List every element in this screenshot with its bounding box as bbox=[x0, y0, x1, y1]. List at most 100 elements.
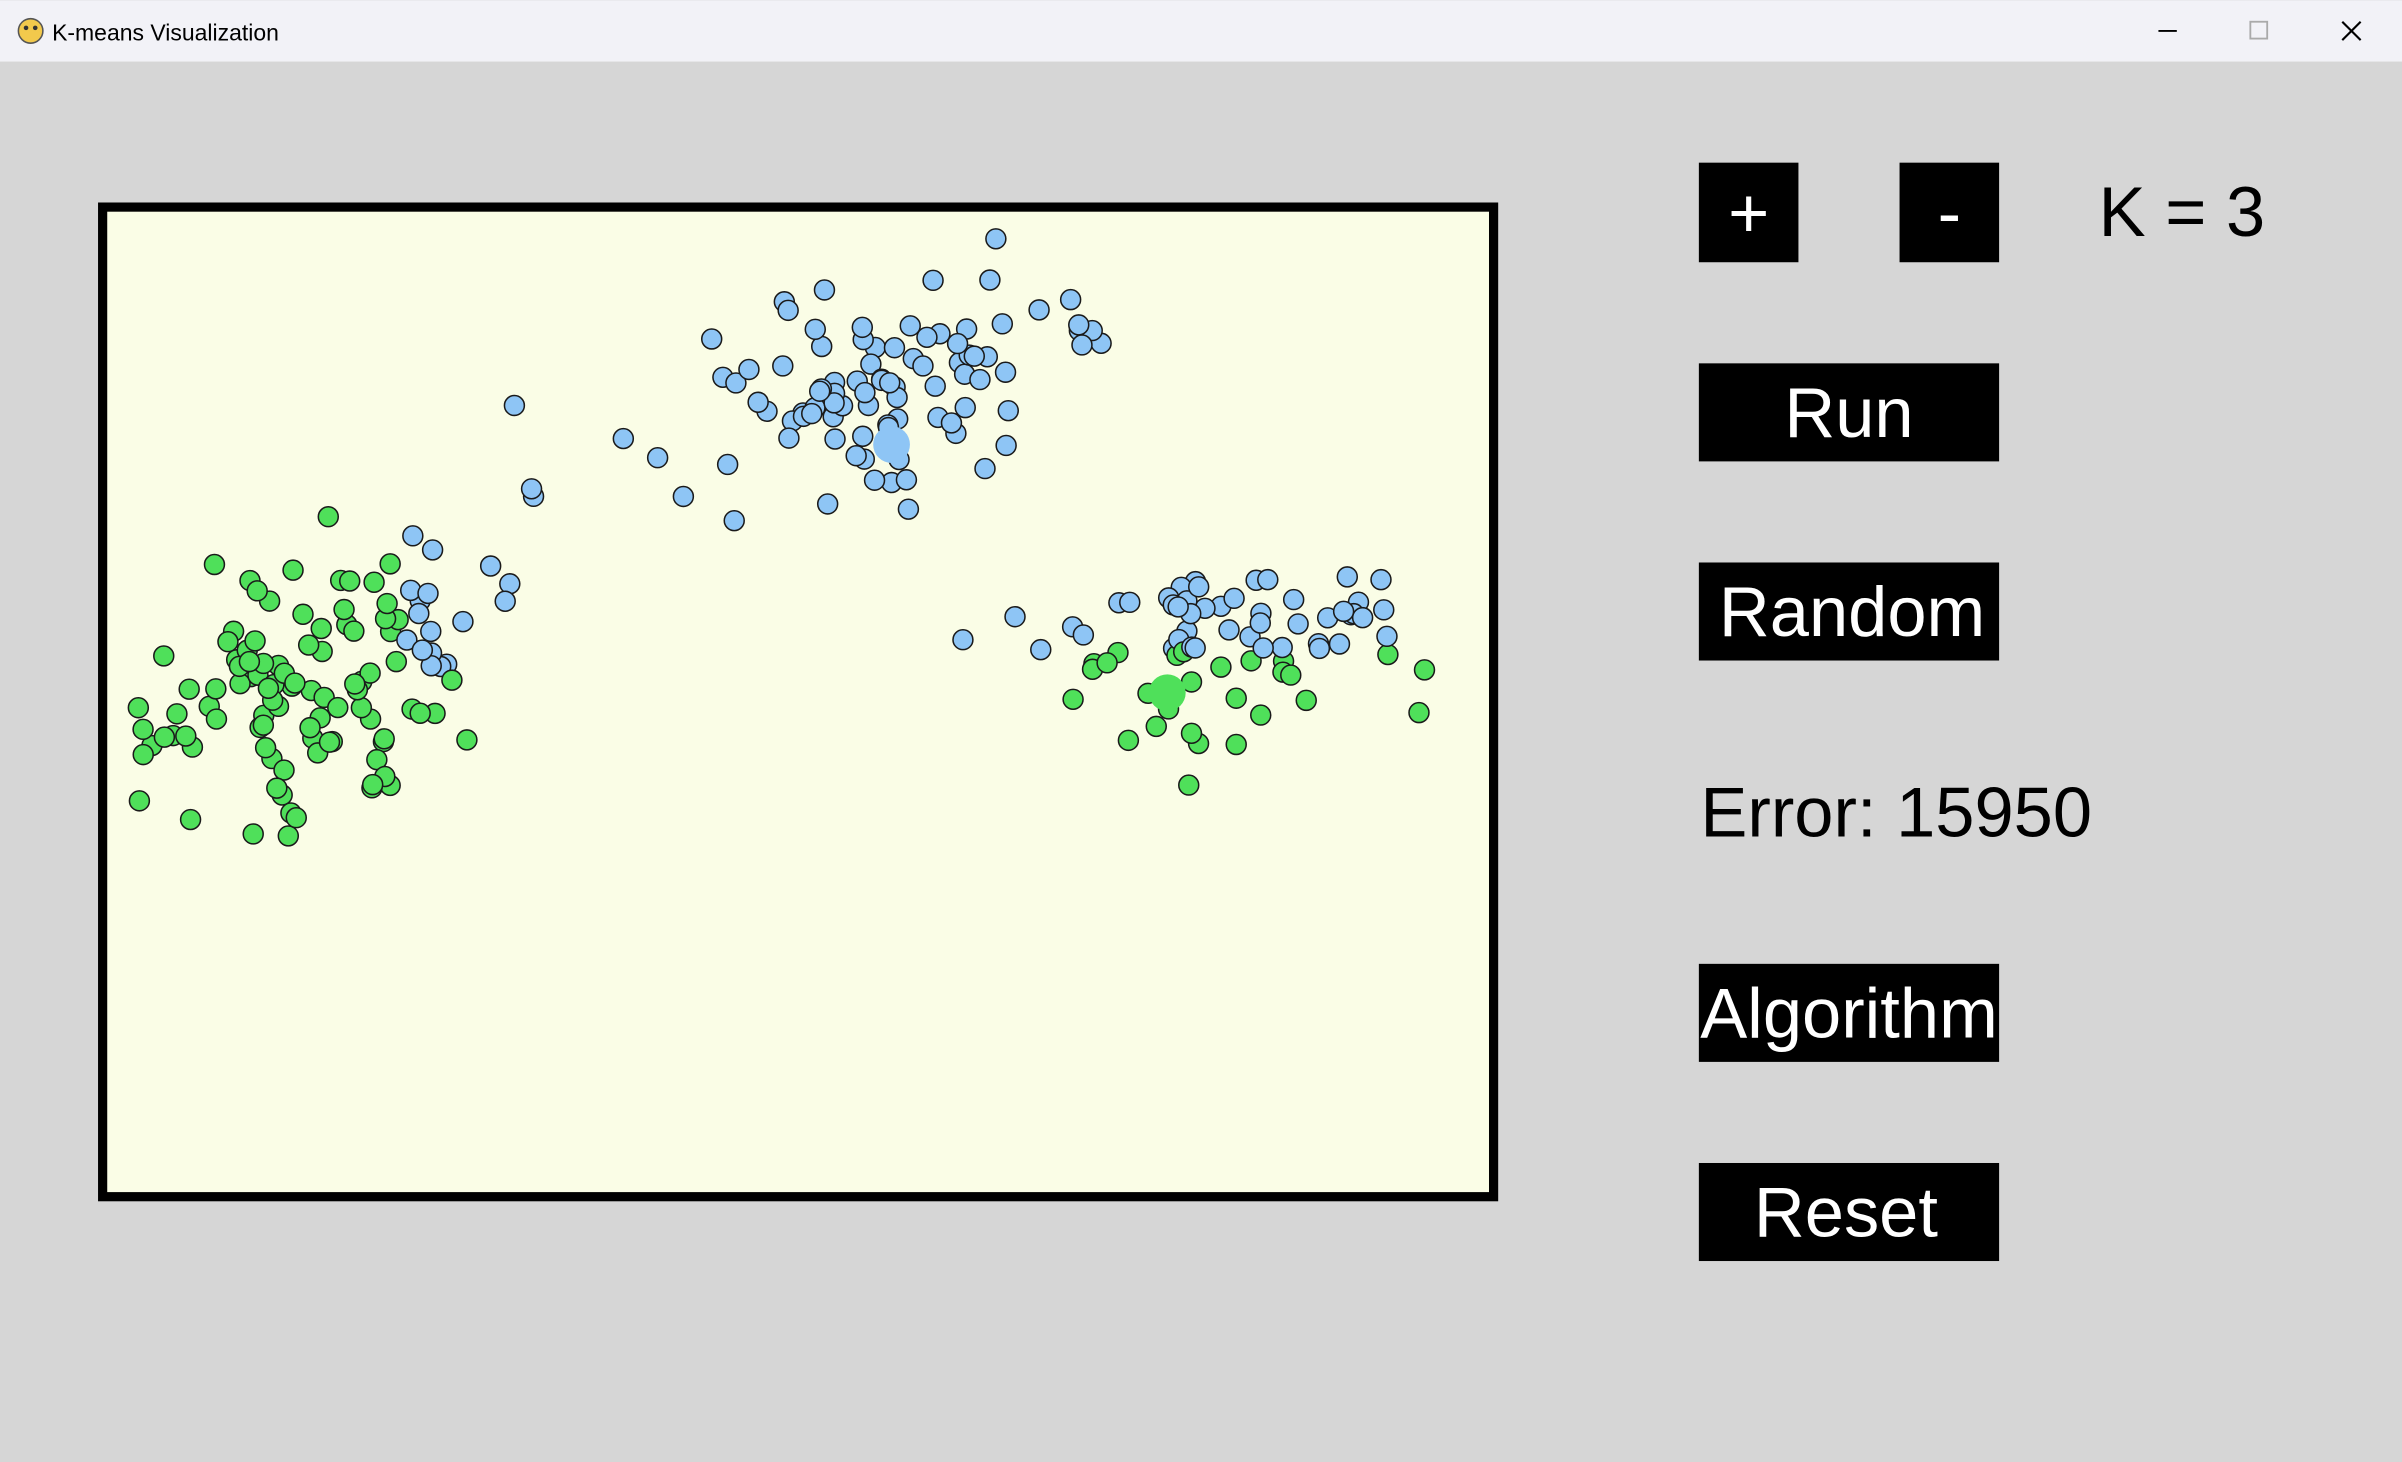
data-point bbox=[1280, 664, 1302, 686]
error-label: Error: 15950 bbox=[1700, 773, 2092, 852]
run-label: Run bbox=[1784, 373, 1913, 452]
data-point bbox=[1373, 599, 1395, 621]
data-point bbox=[1218, 619, 1240, 641]
points bbox=[127, 228, 1436, 847]
data-point bbox=[421, 539, 444, 561]
data-point bbox=[974, 457, 996, 480]
data-point bbox=[952, 628, 974, 651]
data-point bbox=[257, 677, 280, 699]
data-point bbox=[995, 434, 1017, 457]
data-point bbox=[612, 427, 635, 450]
data-point bbox=[402, 525, 424, 547]
reset-label: Reset bbox=[1754, 1173, 1938, 1252]
data-point bbox=[277, 825, 300, 847]
data-point bbox=[166, 703, 188, 725]
data-point bbox=[385, 650, 408, 673]
data-point bbox=[772, 355, 794, 377]
data-point bbox=[1225, 687, 1247, 709]
algorithm-label: Algorithm bbox=[1700, 973, 1998, 1052]
data-point bbox=[979, 269, 1001, 291]
data-point bbox=[1370, 568, 1392, 591]
plus-button[interactable]: + bbox=[1698, 162, 1799, 263]
data-point bbox=[205, 708, 228, 730]
data-point bbox=[824, 428, 846, 450]
data-point bbox=[1271, 636, 1293, 659]
data-point bbox=[1287, 613, 1309, 635]
data-point bbox=[1377, 643, 1399, 666]
data-point bbox=[1096, 652, 1118, 674]
data-point bbox=[373, 728, 395, 750]
data-point bbox=[299, 716, 321, 739]
random-label: Random bbox=[1719, 572, 1985, 651]
data-point bbox=[1071, 334, 1093, 356]
data-point bbox=[399, 579, 422, 602]
run-button[interactable]: Run bbox=[1698, 363, 2000, 462]
data-point bbox=[700, 328, 723, 350]
window-title: K-means Visualization bbox=[52, 19, 279, 45]
data-point bbox=[963, 345, 986, 367]
data-point bbox=[127, 696, 150, 719]
data-point bbox=[778, 427, 800, 449]
data-point bbox=[852, 425, 874, 447]
data-point bbox=[916, 326, 938, 349]
data-point bbox=[823, 392, 845, 414]
data-point bbox=[804, 318, 826, 341]
data-point bbox=[499, 573, 521, 595]
data-point bbox=[266, 777, 288, 799]
plot-area[interactable] bbox=[98, 202, 1499, 1202]
data-point bbox=[1249, 612, 1272, 634]
data-point bbox=[128, 790, 151, 812]
data-point bbox=[310, 617, 332, 640]
data-point bbox=[922, 269, 944, 292]
data-point bbox=[242, 823, 264, 845]
data-point bbox=[1184, 637, 1206, 659]
data-point bbox=[646, 446, 669, 469]
data-point bbox=[361, 773, 384, 796]
algorithm-button[interactable]: Algorithm bbox=[1698, 963, 2000, 1062]
data-point bbox=[813, 279, 836, 301]
data-point bbox=[1225, 733, 1247, 756]
data-point bbox=[1028, 299, 1050, 321]
data-point bbox=[723, 509, 745, 532]
minus-button[interactable]: - bbox=[1899, 162, 2000, 263]
data-point bbox=[273, 759, 295, 781]
title-bar bbox=[0, 0, 2402, 62]
data-point bbox=[282, 559, 304, 581]
data-point bbox=[738, 358, 760, 381]
data-point bbox=[179, 808, 202, 831]
plus-label: + bbox=[1728, 173, 1769, 252]
data-point bbox=[363, 571, 385, 593]
data-point bbox=[801, 402, 823, 425]
data-point bbox=[924, 375, 946, 397]
data-point bbox=[238, 650, 261, 673]
data-point bbox=[816, 493, 839, 515]
data-point bbox=[411, 639, 434, 661]
data-point bbox=[897, 498, 920, 520]
data-point bbox=[494, 590, 516, 612]
data-point bbox=[1282, 588, 1305, 611]
data-point bbox=[252, 714, 275, 736]
close-button[interactable] bbox=[2341, 20, 2362, 41]
data-point bbox=[456, 729, 478, 751]
data-point bbox=[284, 672, 306, 694]
reset-button[interactable]: Reset bbox=[1698, 1162, 2000, 1262]
data-point bbox=[808, 380, 831, 402]
data-point bbox=[318, 731, 341, 753]
data-point bbox=[132, 718, 154, 741]
data-point bbox=[1252, 637, 1274, 659]
maximize-button[interactable] bbox=[2249, 20, 2269, 40]
data-point bbox=[1408, 701, 1430, 724]
data-point bbox=[969, 368, 991, 391]
centroid bbox=[873, 426, 910, 463]
data-point bbox=[1376, 625, 1398, 648]
data-point bbox=[1004, 605, 1026, 628]
data-point bbox=[940, 412, 963, 434]
data-point bbox=[344, 673, 366, 695]
data-point bbox=[292, 603, 314, 625]
data-point bbox=[1308, 637, 1331, 660]
data-point bbox=[883, 336, 906, 359]
random-button[interactable]: Random bbox=[1698, 562, 2000, 661]
data-point bbox=[1187, 576, 1210, 598]
data-point bbox=[479, 555, 502, 577]
data-point bbox=[153, 726, 176, 748]
